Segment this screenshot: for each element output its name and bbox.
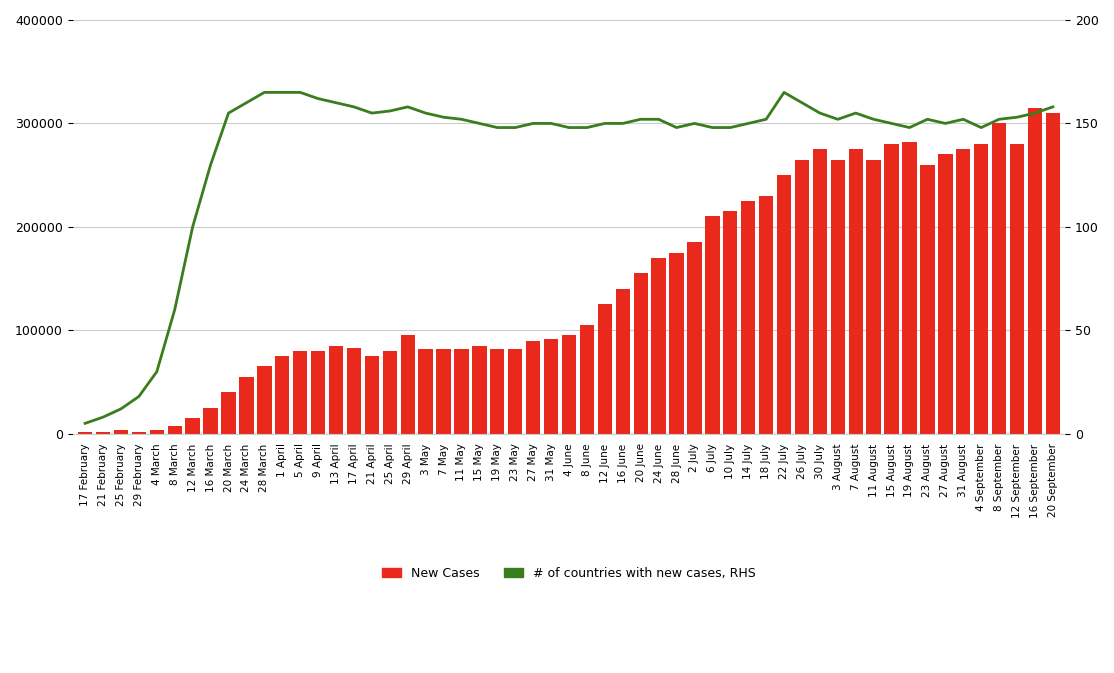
Bar	[311, 351, 325, 433]
Bar	[759, 196, 773, 433]
Bar	[167, 427, 182, 433]
Bar	[598, 304, 612, 433]
Bar	[741, 201, 755, 433]
Bar	[364, 356, 379, 433]
Bar	[526, 341, 540, 433]
Bar	[544, 339, 558, 433]
Bar	[813, 149, 827, 433]
Bar	[1046, 113, 1061, 433]
Bar	[705, 217, 720, 433]
Bar	[579, 325, 594, 433]
Bar	[867, 160, 881, 433]
Bar	[204, 408, 217, 433]
Bar	[938, 154, 952, 433]
Bar	[723, 211, 737, 433]
Bar	[974, 144, 988, 433]
Bar	[149, 429, 164, 433]
Bar	[616, 289, 629, 433]
Bar	[687, 242, 702, 433]
Bar	[382, 351, 397, 433]
Bar	[419, 349, 433, 433]
Bar	[956, 149, 970, 433]
Bar	[96, 432, 110, 433]
Bar	[561, 335, 576, 433]
Bar	[114, 430, 128, 433]
Bar	[490, 349, 505, 433]
Bar	[508, 349, 522, 433]
Bar	[275, 356, 290, 433]
Bar	[455, 349, 469, 433]
Bar	[222, 392, 236, 433]
Bar	[329, 346, 343, 433]
Bar	[293, 351, 307, 433]
Bar	[849, 149, 863, 433]
Legend: New Cases, # of countries with new cases, RHS: New Cases, # of countries with new cases…	[377, 562, 761, 585]
Bar	[131, 432, 146, 433]
Bar	[652, 258, 666, 433]
Bar	[472, 346, 487, 433]
Bar	[401, 335, 414, 433]
Bar	[634, 273, 648, 433]
Bar	[794, 160, 809, 433]
Bar	[78, 431, 92, 433]
Bar	[346, 348, 361, 433]
Bar	[1028, 108, 1042, 433]
Bar	[240, 377, 254, 433]
Bar	[776, 175, 791, 433]
Bar	[1010, 144, 1024, 433]
Bar	[831, 160, 846, 433]
Bar	[670, 252, 684, 433]
Bar	[257, 367, 272, 433]
Bar	[920, 165, 935, 433]
Bar	[991, 123, 1006, 433]
Bar	[885, 144, 899, 433]
Bar	[902, 142, 917, 433]
Bar	[437, 349, 451, 433]
Bar	[186, 418, 199, 433]
